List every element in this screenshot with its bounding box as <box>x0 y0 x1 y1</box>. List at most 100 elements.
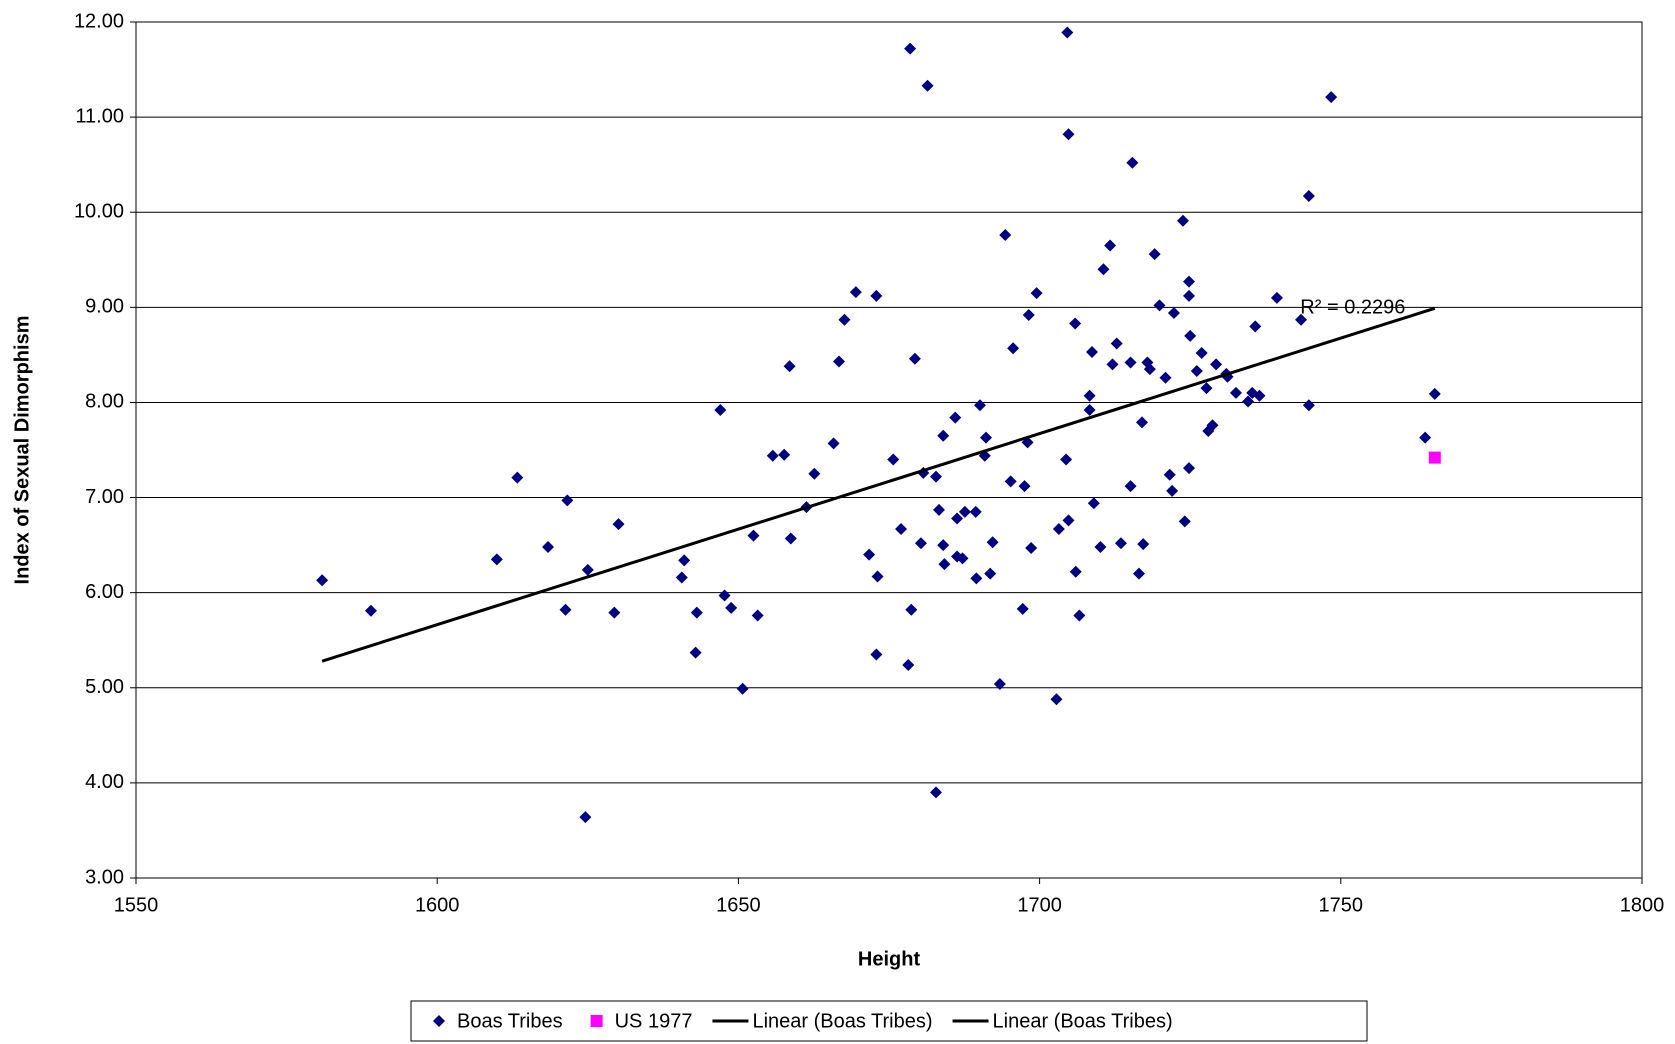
point <box>1163 468 1176 481</box>
point <box>937 429 950 442</box>
point <box>993 677 1006 690</box>
y-tick-label: 11.00 <box>75 105 124 127</box>
point <box>1137 538 1150 551</box>
point <box>1428 451 1441 464</box>
y-tick-label: 7.00 <box>85 486 124 508</box>
point <box>970 572 983 585</box>
point <box>838 313 851 326</box>
point <box>984 567 997 580</box>
point <box>364 604 377 617</box>
legend-label: US 1977 <box>615 1010 693 1032</box>
y-tick-label: 5.00 <box>85 676 124 698</box>
y-tick-label: 10.00 <box>74 201 124 223</box>
point <box>871 570 884 583</box>
point <box>949 411 962 424</box>
point <box>316 574 329 587</box>
point <box>1153 299 1166 312</box>
point <box>1126 156 1139 169</box>
point <box>1052 522 1065 535</box>
legend-marker <box>433 1015 445 1027</box>
point <box>1178 515 1191 528</box>
point <box>1176 214 1189 227</box>
point <box>863 548 876 561</box>
point <box>490 553 503 566</box>
point <box>1302 399 1315 412</box>
point <box>1428 387 1441 400</box>
point <box>1073 609 1086 622</box>
point <box>778 448 791 461</box>
point <box>581 563 594 576</box>
point <box>725 601 738 614</box>
point <box>1249 320 1262 333</box>
point <box>1016 602 1029 615</box>
point <box>1295 313 1308 326</box>
x-tick-label: 1800 <box>1620 894 1665 916</box>
point <box>1018 480 1031 493</box>
point <box>827 437 840 450</box>
legend-label: Linear (Boas Tribes) <box>993 1010 1173 1032</box>
point <box>870 289 883 302</box>
point <box>689 646 702 659</box>
point <box>1148 248 1161 261</box>
point <box>1062 128 1075 141</box>
point <box>833 355 846 368</box>
point <box>938 558 951 571</box>
point <box>751 609 764 622</box>
point <box>612 518 625 531</box>
point <box>969 505 982 518</box>
point <box>1184 329 1197 342</box>
point <box>1060 453 1073 466</box>
y-axis-title: Index of Sexual Dimorphism <box>11 316 33 585</box>
x-tick-label: 1600 <box>415 894 460 916</box>
point <box>1069 317 1082 330</box>
x-tick-label: 1750 <box>1319 894 1364 916</box>
point <box>895 522 908 535</box>
point <box>1097 263 1110 276</box>
point <box>958 505 971 518</box>
point <box>1159 371 1172 384</box>
point <box>1007 342 1020 355</box>
point <box>783 360 796 373</box>
point <box>1087 497 1100 510</box>
point <box>905 603 918 616</box>
point <box>784 532 797 545</box>
y-tick-label: 3.00 <box>85 866 124 888</box>
point <box>678 554 691 567</box>
point <box>1086 346 1099 359</box>
point <box>1166 484 1179 497</box>
y-tick-label: 4.00 <box>85 771 124 793</box>
point <box>1206 419 1219 432</box>
point <box>1136 416 1149 429</box>
x-tick-label: 1650 <box>716 894 761 916</box>
point <box>1083 389 1096 402</box>
point <box>690 606 703 619</box>
y-tick-label: 6.00 <box>85 581 124 603</box>
trendline <box>321 306 1436 663</box>
point <box>932 503 945 516</box>
point <box>973 399 986 412</box>
point <box>870 648 883 661</box>
point <box>1061 26 1074 39</box>
point <box>1302 190 1315 203</box>
point <box>1124 356 1137 369</box>
point <box>579 811 592 824</box>
point <box>1114 537 1127 550</box>
point <box>542 541 555 554</box>
point <box>1167 307 1180 320</box>
point <box>1069 565 1082 578</box>
point <box>1182 462 1195 475</box>
point <box>1106 358 1119 371</box>
legend-label: Boas Tribes <box>457 1010 563 1032</box>
point <box>1229 386 1242 399</box>
point <box>1200 382 1213 395</box>
point <box>929 470 942 483</box>
point <box>608 606 621 619</box>
point <box>887 453 900 466</box>
point <box>1022 308 1035 321</box>
point <box>1182 275 1195 288</box>
point <box>1124 480 1137 493</box>
point <box>1030 287 1043 300</box>
point <box>979 431 992 444</box>
point <box>999 229 1012 242</box>
point <box>766 449 779 462</box>
